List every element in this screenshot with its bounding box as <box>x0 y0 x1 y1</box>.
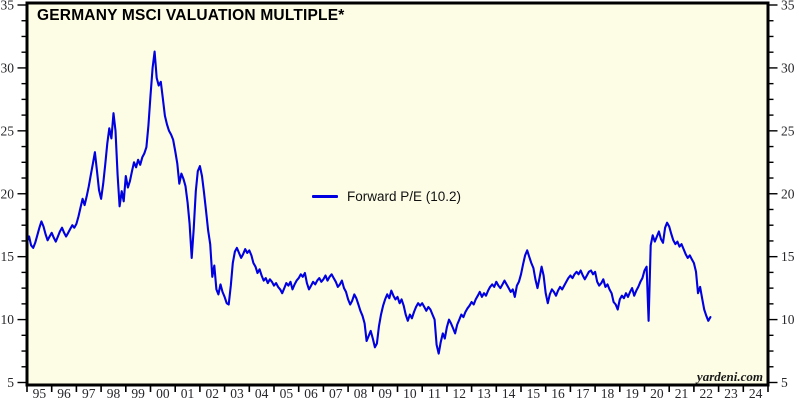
x-axis-label: 06 <box>304 386 318 401</box>
x-axis-label: 01 <box>181 386 195 401</box>
x-axis-label: 13 <box>477 386 491 401</box>
x-axis-label: 95 <box>33 386 47 401</box>
x-axis-label: 07 <box>329 386 343 401</box>
legend-line-swatch <box>312 195 338 198</box>
y-axis-label-right: 35 <box>781 0 795 13</box>
x-axis-label: 16 <box>551 386 565 401</box>
y-axis-label-left: 20 <box>1 186 15 201</box>
y-axis-label-right: 10 <box>781 312 795 327</box>
x-axis-label: 15 <box>527 386 541 401</box>
x-axis-label: 19 <box>625 386 639 401</box>
legend-label: Forward P/E (10.2) <box>347 189 462 204</box>
y-axis-label-right: 20 <box>781 186 795 201</box>
x-axis-label: 21 <box>675 386 689 401</box>
x-axis-label: 14 <box>502 386 516 401</box>
plot-area <box>27 3 768 385</box>
x-axis-label: 00 <box>156 386 170 401</box>
watermark-yardeni: yardeni.com <box>696 369 763 384</box>
y-axis-label-right: 25 <box>781 123 795 138</box>
x-axis-label: 09 <box>378 386 392 401</box>
y-axis-label-left: 25 <box>1 123 15 138</box>
x-axis-label: 22 <box>700 386 714 401</box>
y-axis-label-right: 30 <box>781 60 795 75</box>
y-axis-label-left: 30 <box>1 60 15 75</box>
x-axis-label: 08 <box>354 386 368 401</box>
x-axis-label: 10 <box>403 386 417 401</box>
x-axis-label: 96 <box>57 386 71 401</box>
x-axis-label: 04 <box>255 386 269 401</box>
x-axis-label: 03 <box>230 386 244 401</box>
x-axis-label: 99 <box>131 386 145 401</box>
y-axis-label-right: 5 <box>781 375 788 390</box>
y-axis-label-left: 35 <box>1 0 15 13</box>
x-axis-label: 11 <box>428 386 441 401</box>
y-axis-label-left: 10 <box>1 312 15 327</box>
x-axis-label: 05 <box>280 386 294 401</box>
forward-pe-line <box>25 50 712 355</box>
x-axis-label: 23 <box>724 386 738 401</box>
y-axis-label-left: 5 <box>7 375 14 390</box>
legend: Forward P/E (10.2) <box>312 189 461 204</box>
x-axis-label: 20 <box>650 386 664 401</box>
x-axis-label: 98 <box>107 386 121 401</box>
x-axis-label: 12 <box>453 386 467 401</box>
chart-title: GERMANY MSCI VALUATION MULTIPLE* <box>37 7 345 24</box>
y-axis-label-right: 15 <box>781 249 795 264</box>
y-axis-label-left: 15 <box>1 249 15 264</box>
x-axis-label: 17 <box>576 386 590 401</box>
x-axis-label: 18 <box>601 386 615 401</box>
plot-border <box>25 1 770 387</box>
x-axis-label: 02 <box>206 386 220 401</box>
x-axis-label: 97 <box>82 386 96 401</box>
x-axis-label: 24 <box>749 386 763 401</box>
